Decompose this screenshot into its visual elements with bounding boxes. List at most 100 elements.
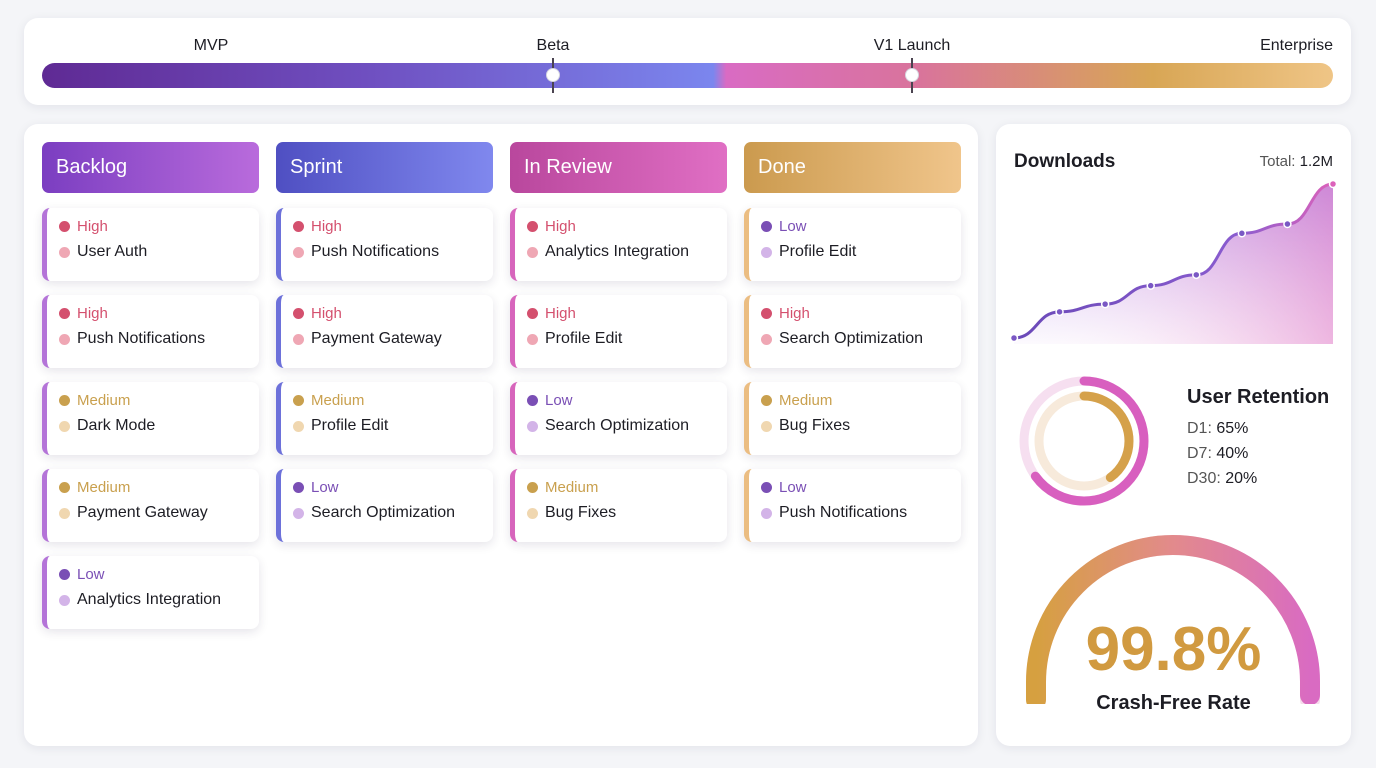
retention-d7: D7: 40%	[1187, 445, 1249, 462]
task-title: Analytics Integration	[545, 243, 690, 260]
downloads-total-value: 1.2M	[1299, 153, 1333, 170]
column-backlog: Backlog High User Auth High Push Notificatio…	[42, 142, 259, 629]
task-dot-icon	[761, 334, 772, 345]
task-priority: Low	[77, 566, 105, 583]
downloads-point[interactable]	[1283, 219, 1292, 229]
priority-dot-icon	[761, 482, 772, 493]
task-title: Push Notifications	[779, 504, 908, 521]
task-dot-icon	[293, 334, 304, 345]
priority-dot-icon	[293, 482, 304, 493]
task-priority: High	[545, 218, 576, 235]
task-card[interactable]: High Search Optimization	[744, 295, 961, 368]
task-card[interactable]: High User Auth	[42, 208, 259, 281]
column-review: In Review High Analytics Integration High Pr…	[510, 142, 727, 542]
column-header-sprint[interactable]: Sprint	[276, 142, 493, 193]
column-header-backlog[interactable]: Backlog	[42, 142, 259, 193]
priority-dot-icon	[527, 308, 538, 319]
crash-free-value: 99.8%	[1085, 615, 1262, 684]
task-card[interactable]: Medium Bug Fixes	[510, 469, 727, 542]
task-dot-icon	[761, 421, 772, 432]
task-card[interactable]: Low Analytics Integration	[42, 556, 259, 629]
task-card[interactable]: Medium Payment Gateway	[42, 469, 259, 542]
task-priority: High	[77, 305, 108, 322]
downloads-point[interactable]	[1055, 307, 1064, 317]
priority-dot-icon	[59, 482, 70, 493]
retention-arc	[1034, 391, 1134, 491]
task-title: Search Optimization	[545, 417, 690, 434]
task-title: Profile Edit	[779, 243, 857, 260]
milestone-marker-beta[interactable]	[546, 68, 560, 82]
gauge-fill	[1026, 535, 1320, 704]
task-dot-icon	[59, 247, 70, 258]
downloads-area-highlight	[1014, 184, 1333, 344]
task-priority: Medium	[779, 392, 833, 409]
downloads-title: Downloads	[1014, 151, 1116, 172]
task-title: Bug Fixes	[545, 504, 617, 521]
priority-dot-icon	[293, 395, 304, 406]
downloads-total: Total: 1.2M	[1259, 153, 1333, 170]
downloads-point[interactable]	[1237, 229, 1247, 238]
task-title: Dark Mode	[77, 417, 156, 434]
task-card[interactable]: Low Profile Edit	[744, 208, 961, 281]
priority-dot-icon	[527, 395, 538, 406]
task-dot-icon	[59, 334, 70, 345]
retention-title: User Retention	[1187, 386, 1330, 408]
task-card[interactable]: Low Search Optimization	[276, 469, 493, 542]
task-dot-icon	[761, 247, 772, 258]
task-card[interactable]: Medium Profile Edit	[276, 382, 493, 455]
retention-d1: D1: 65%	[1187, 420, 1249, 437]
milestone-mvp: MVP	[193, 37, 229, 54]
task-title: Analytics Integration	[77, 591, 222, 608]
task-dot-icon	[527, 334, 538, 345]
downloads-point[interactable]	[1192, 270, 1201, 280]
task-priority: High	[311, 218, 342, 235]
task-priority: Low	[779, 218, 807, 235]
retention-ring-chart	[1019, 376, 1149, 506]
milestone-marker-v1-launch[interactable]	[905, 68, 919, 82]
column-header-done[interactable]: Done	[744, 142, 961, 193]
task-card[interactable]: High Push Notifications	[42, 295, 259, 368]
downloads-point[interactable]	[1009, 333, 1019, 343]
downloads-point[interactable]	[1100, 299, 1110, 309]
task-title: Profile Edit	[545, 330, 623, 347]
task-priority: Medium	[77, 479, 131, 496]
milestone-v1-launch: V1 Launch	[873, 37, 951, 54]
task-card[interactable]: Low Search Optimization	[510, 382, 727, 455]
kanban-board: Backlog High User Auth High Push Notificatio…	[24, 124, 978, 746]
task-title: Bug Fixes	[779, 417, 851, 434]
priority-dot-icon	[527, 482, 538, 493]
task-title: User Auth	[77, 243, 148, 260]
priority-dot-icon	[59, 569, 70, 580]
stats-panel: Downloads Total: 1.2M User Retention D1:	[996, 124, 1351, 746]
task-card[interactable]: Low Push Notifications	[744, 469, 961, 542]
task-dot-icon	[293, 247, 304, 258]
task-title: Payment Gateway	[311, 330, 442, 347]
priority-dot-icon	[761, 308, 772, 319]
task-dot-icon	[527, 508, 538, 519]
task-title: Search Optimization	[311, 504, 456, 521]
priority-dot-icon	[761, 395, 772, 406]
timeline-progress-bar	[42, 63, 1333, 88]
downloads-point[interactable]	[1328, 179, 1338, 189]
downloads-chart	[1009, 179, 1338, 344]
crash-free-gauge	[1026, 535, 1320, 704]
task-dot-icon	[293, 508, 304, 519]
task-card[interactable]: High Payment Gateway	[276, 295, 493, 368]
task-card[interactable]: High Profile Edit	[510, 295, 727, 368]
task-priority: Low	[779, 479, 807, 496]
column-sprint: Sprint High Push Notifications High Payment …	[276, 142, 493, 542]
downloads-point[interactable]	[1146, 281, 1155, 290]
priority-dot-icon	[527, 221, 538, 232]
task-card[interactable]: Medium Bug Fixes	[744, 382, 961, 455]
task-card[interactable]: High Push Notifications	[276, 208, 493, 281]
task-card[interactable]: Medium Dark Mode	[42, 382, 259, 455]
task-priority: High	[77, 218, 108, 235]
task-title: Search Optimization	[779, 330, 924, 347]
priority-dot-icon	[59, 308, 70, 319]
roadmap-timeline: MVP Beta V1 Launch Enterprise	[24, 18, 1351, 105]
task-title: Push Notifications	[311, 243, 440, 260]
retention-d30: D30: 20%	[1187, 470, 1258, 487]
column-header-review[interactable]: In Review	[510, 142, 727, 193]
task-card[interactable]: High Analytics Integration	[510, 208, 727, 281]
task-dot-icon	[59, 595, 70, 606]
